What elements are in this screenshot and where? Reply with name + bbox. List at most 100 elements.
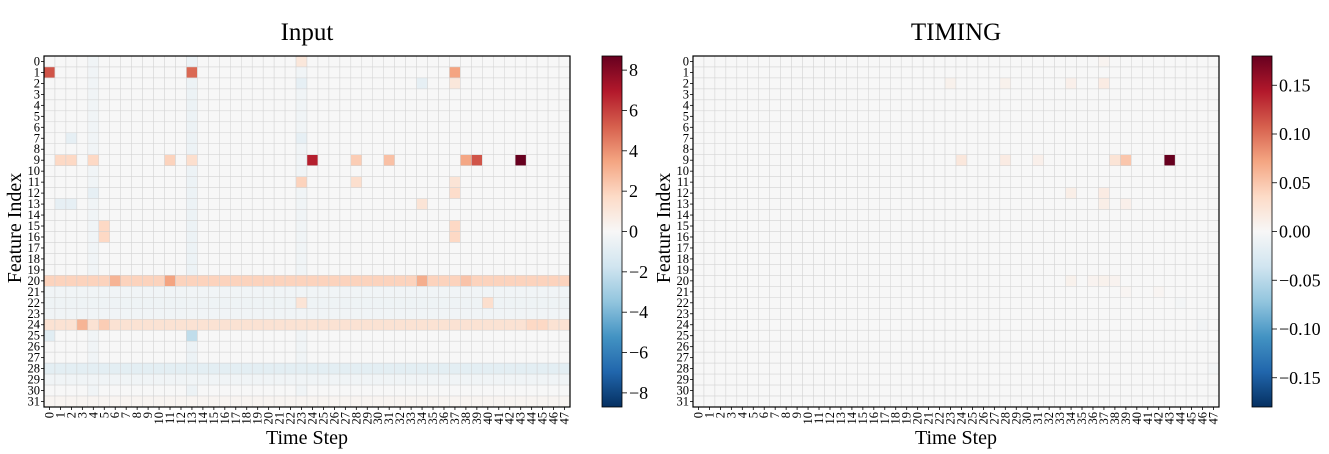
heatmap-cell	[1032, 242, 1044, 254]
heatmap-cell	[1196, 308, 1209, 320]
heatmap-cell	[471, 121, 483, 134]
heatmap-cell	[427, 66, 439, 79]
heatmap-cell	[241, 286, 253, 298]
heatmap-cell	[219, 165, 231, 177]
heatmap-cell	[394, 99, 406, 112]
heatmap-cell	[175, 154, 187, 166]
heatmap-cell	[394, 384, 406, 397]
heatmap-cell	[120, 154, 132, 166]
heatmap-cell	[361, 88, 374, 101]
heatmap-cell	[76, 373, 89, 386]
heatmap-cell	[65, 308, 78, 320]
heatmap-cell	[153, 143, 165, 155]
heatmap-cell	[109, 55, 121, 68]
heatmap-cell	[1098, 231, 1110, 243]
heatmap-cell	[791, 143, 803, 155]
heatmap-cell	[186, 308, 198, 320]
heatmap-cell	[558, 319, 571, 331]
heatmap-cell	[504, 286, 516, 298]
heatmap-cell	[1076, 319, 1088, 331]
heatmap-cell	[1021, 308, 1033, 320]
heatmap-cell	[1153, 143, 1165, 155]
heatmap-cell	[1032, 286, 1044, 298]
heatmap-cell	[153, 395, 165, 408]
heatmap-cell	[1098, 154, 1110, 166]
heatmap-cell	[944, 154, 957, 166]
heatmap-cell	[87, 55, 100, 68]
heatmap-cell	[54, 66, 67, 79]
heatmap-cell	[120, 187, 132, 199]
heatmap-cell	[1196, 55, 1209, 68]
heatmap-cell	[911, 351, 924, 364]
heatmap-cell	[758, 55, 770, 68]
heatmap-cell	[427, 308, 439, 320]
heatmap-cell	[1185, 242, 1198, 254]
heatmap-cell	[284, 264, 297, 276]
heatmap-cell	[471, 319, 483, 331]
heatmap-cell	[1207, 55, 1220, 68]
heatmap-cell	[813, 198, 825, 210]
heatmap-cell	[1174, 362, 1187, 375]
heatmap-cell	[383, 121, 395, 134]
heatmap-cell	[813, 275, 825, 287]
heatmap-cell	[120, 77, 132, 90]
heatmap-cell	[1043, 55, 1055, 68]
heatmap-cell	[824, 165, 836, 177]
heatmap-cell	[1185, 154, 1198, 166]
heatmap-cell	[504, 176, 516, 188]
heatmap-cell	[736, 362, 749, 375]
heatmap-cell	[813, 88, 825, 101]
heatmap-cell	[427, 231, 439, 243]
heatmap-cell	[438, 340, 450, 353]
heatmap-cell	[1032, 253, 1044, 265]
heatmap-cell	[933, 121, 946, 134]
heatmap-cell	[966, 220, 979, 232]
heatmap-cell	[944, 329, 957, 342]
heatmap-cell	[1120, 286, 1132, 298]
heatmap-cell	[295, 66, 308, 79]
heatmap-cell	[328, 88, 341, 101]
heatmap-cell	[405, 362, 417, 375]
heatmap-cell	[1087, 209, 1099, 221]
heatmap-cell	[692, 88, 705, 101]
x-tick-label: 0	[42, 412, 56, 418]
y-tick-label: 11	[677, 175, 689, 189]
heatmap-cell	[558, 143, 571, 155]
heatmap-cell	[988, 176, 1001, 188]
heatmap-cell	[186, 132, 198, 144]
heatmap-cell	[175, 319, 187, 331]
heatmap-cell	[65, 329, 78, 342]
heatmap-cell	[186, 373, 198, 386]
heatmap-cell	[416, 242, 428, 254]
heatmap-cell	[383, 132, 395, 144]
heatmap-cell	[1032, 99, 1044, 112]
heatmap-cell	[438, 308, 450, 320]
heatmap-cell	[65, 121, 78, 134]
heatmap-cell	[933, 132, 946, 144]
y-tick-label: 10	[28, 164, 41, 178]
heatmap-cell	[394, 308, 406, 320]
heatmap-cell	[802, 362, 814, 375]
heatmap-cell	[846, 165, 858, 177]
y-tick-label: 14	[28, 208, 41, 222]
heatmap-cell	[98, 329, 111, 342]
heatmap-cell	[251, 77, 264, 90]
heatmap-cell	[900, 165, 913, 177]
heatmap-cell	[791, 297, 803, 309]
heatmap-cell	[999, 110, 1012, 123]
heatmap-cell	[339, 264, 352, 276]
heatmap-cell	[175, 384, 187, 397]
heatmap-cell	[944, 198, 957, 210]
heatmap-cell	[416, 198, 428, 210]
heatmap-cell	[933, 231, 946, 243]
heatmap-cell	[977, 176, 990, 188]
heatmap-cell	[372, 275, 384, 287]
heatmap-cell	[317, 209, 330, 221]
heatmap-cell	[295, 209, 308, 221]
heatmap-cell	[262, 187, 275, 199]
heatmap-cell	[514, 362, 527, 375]
y-tick-label: 26	[677, 340, 690, 354]
heatmap-cell	[361, 286, 374, 298]
heatmap-cell	[879, 110, 891, 123]
heatmap-cell	[791, 395, 803, 408]
